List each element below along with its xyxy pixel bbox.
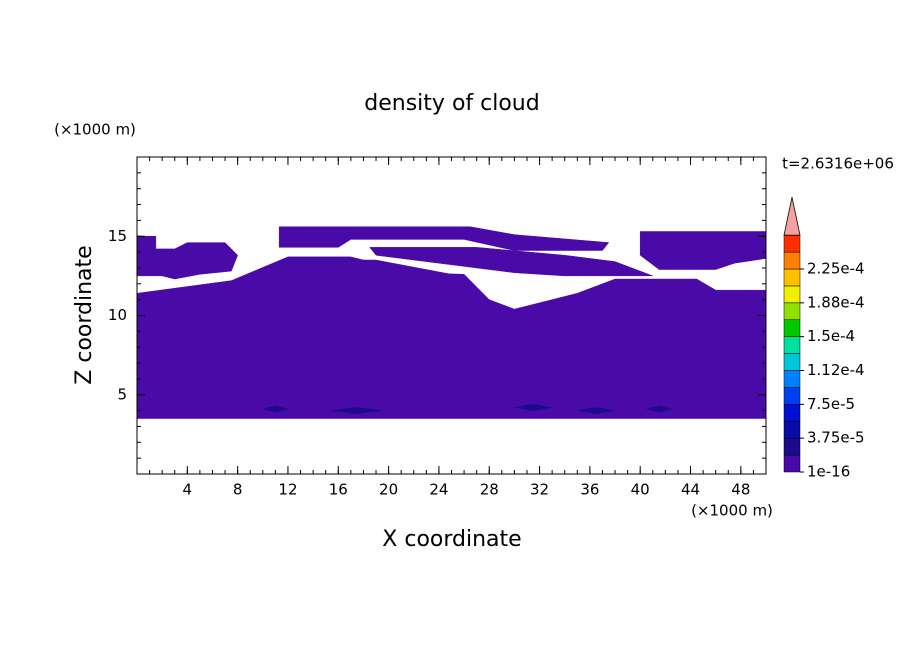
x-tick-label: 40 bbox=[631, 481, 650, 499]
colorbar-segment bbox=[783, 319, 801, 337]
colorbar-label: 1.5e-4 bbox=[807, 327, 855, 345]
colorbar-segment bbox=[783, 370, 801, 388]
colorbar-segment bbox=[783, 421, 801, 439]
x-tick-label: 20 bbox=[379, 481, 398, 499]
colorbar-segment bbox=[783, 251, 801, 270]
contour-region bbox=[639, 231, 767, 270]
colorbar-segment bbox=[783, 437, 801, 456]
colorbar-label: 1e-16 bbox=[807, 463, 850, 481]
contour-region bbox=[325, 259, 465, 296]
y-tick-label: 10 bbox=[108, 306, 127, 324]
x-tick-label: 4 bbox=[183, 481, 193, 499]
x-axis-label: X coordinate bbox=[382, 527, 521, 552]
colorbar-segment bbox=[783, 234, 801, 253]
colorbar-segment bbox=[783, 302, 801, 321]
colorbar-label: 1.88e-4 bbox=[807, 293, 865, 311]
contour-region bbox=[278, 226, 610, 251]
contour-region bbox=[136, 236, 238, 280]
colorbar-segment bbox=[783, 353, 801, 371]
colorbar-segment bbox=[783, 285, 801, 304]
colorbar-segment bbox=[783, 268, 801, 287]
colorbar-extend bbox=[783, 197, 801, 236]
x-tick-label: 44 bbox=[681, 481, 700, 499]
x-tick-label: 48 bbox=[731, 481, 750, 499]
colorbar-label: 2.25e-4 bbox=[807, 260, 865, 278]
x-tick-label: 28 bbox=[480, 481, 499, 499]
chart-title: density of cloud bbox=[364, 91, 539, 116]
x-unit: (×1000 m) bbox=[691, 502, 773, 520]
colorbar-segment bbox=[783, 387, 801, 405]
x-tick-label: 32 bbox=[530, 481, 549, 499]
time-label: t=2.6316e+06 bbox=[782, 155, 894, 173]
x-tick-label: 24 bbox=[429, 481, 448, 499]
colorbar-label: 7.5e-5 bbox=[807, 395, 855, 413]
colorbar-label: 3.75e-5 bbox=[807, 429, 865, 447]
x-tick-label: 16 bbox=[329, 481, 348, 499]
contour-region bbox=[577, 407, 616, 415]
contour-region bbox=[646, 405, 672, 413]
y-axis-label: Z coordinate bbox=[72, 245, 97, 384]
contour-region bbox=[369, 247, 653, 277]
x-tick-label: 36 bbox=[580, 481, 599, 499]
contour-region bbox=[331, 407, 383, 415]
y-unit: (×1000 m) bbox=[54, 121, 136, 139]
contour-region bbox=[514, 404, 553, 411]
x-tick-label: 12 bbox=[278, 481, 297, 499]
colorbar-label: 1.12e-4 bbox=[807, 361, 865, 379]
colorbar-segment bbox=[783, 454, 801, 473]
colorbar-segment bbox=[783, 336, 801, 354]
x-tick-label: 8 bbox=[233, 481, 243, 499]
y-tick-label: 5 bbox=[117, 385, 127, 403]
y-tick-label: 15 bbox=[108, 227, 127, 245]
colorbar-segment bbox=[783, 404, 801, 422]
contour-region bbox=[262, 405, 289, 413]
contour-region bbox=[136, 256, 767, 419]
